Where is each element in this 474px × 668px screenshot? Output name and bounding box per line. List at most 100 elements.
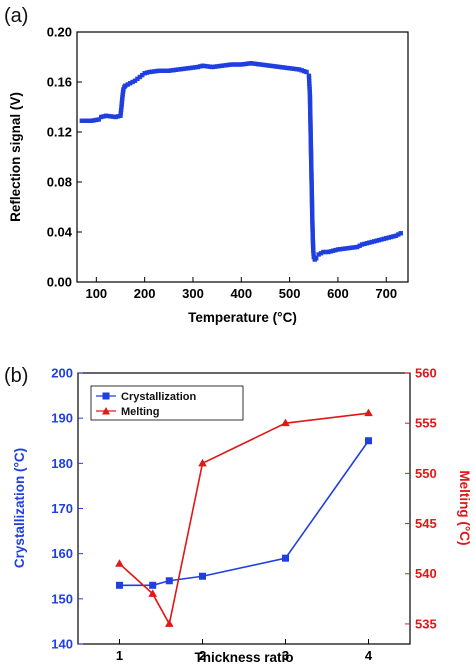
panel-b-right-y-tick-label: 545 [415,516,437,531]
melting-data-point [198,458,207,467]
panel-a-data-point [125,82,130,87]
panel-a-data-point [388,234,394,240]
panel-a-data-point [103,113,109,118]
panel-b-right-y-ticks: 535 540 545 550 555 560 [405,366,437,631]
panel-b-left-y-tick-label: 180 [51,456,73,471]
panel-a-data-point [313,256,319,261]
panel-a-data-point [176,67,181,72]
panel-a-data-point [308,154,314,160]
panel-a-data-point [243,61,249,67]
panel-a-data-point [210,64,215,70]
panel-a-data-point [321,249,326,255]
panel-a-data-point [246,61,251,66]
panel-a-data-point [144,70,150,75]
panel-a-data-point [307,86,312,92]
crystallization-data-point [199,572,206,580]
panel-a-data-point [292,66,297,72]
panel-a-x-ticks: 100 200 300 400 500 600 700 [85,277,397,301]
panel-a-data-point [229,62,234,67]
panel-a-data-point [79,118,85,123]
panel-a-data-point [309,172,314,177]
panel-a-y-tick-label: 0.12 [47,125,72,140]
panel-a-data-point [386,235,391,240]
panel-a-data-point [120,89,126,95]
panel-a-x-tick-label: 200 [134,286,156,301]
panel-a-data-point [149,69,155,74]
panel-a-x-tick-label: 100 [85,286,107,301]
crystallization-data-point [149,581,157,589]
panel-a-data-point [132,78,138,83]
panel-a-data-point [289,66,295,71]
panel-a-data-point [275,64,280,69]
panel-a-data-point [118,107,124,113]
panel-a-data-point [86,118,92,123]
panel-a-data-point [101,114,106,119]
panel-a-data-point [309,182,314,187]
panel-a-data-point [308,122,313,127]
panel-a-data-point [309,187,314,192]
panel-a-data-point [118,113,123,118]
panel-a-data-point [307,97,313,102]
panel-a-data-point [307,81,312,86]
panel-a-data-point [219,63,225,68]
panel-b-left-y-tick-label: 150 [51,591,73,606]
panel-a-data-point [310,243,316,248]
panel-a-y-tick-label: 0.04 [47,225,73,240]
panel-a-data-point [248,61,254,66]
panel-a-data-point [119,99,125,105]
panel-a-data-point [258,62,263,67]
melting-data-point [165,619,174,627]
panel-a-data-point [309,202,315,207]
panel-a-data-point [309,192,315,197]
panel-a-data-point [98,114,104,120]
panel-a-data-point [284,65,290,71]
panel-a-data-point [379,237,384,242]
panel-a-data-point [280,65,285,70]
panel-a-data-point [89,118,94,123]
panel-a-data-point [308,147,314,152]
panel-a-data-point [306,73,312,78]
panel-a-data-point [108,114,114,119]
panel-a-data-point [171,67,176,73]
panel-a-data-point [393,233,399,238]
panel-a-data-point [198,64,203,69]
panel-a-data-point [154,68,159,74]
panel-a-data-point [236,62,242,67]
panel-a-data-point [326,249,331,255]
panel-a-data-point [190,65,196,70]
panel-b-right-y-tick-label: 560 [415,366,437,381]
legend-box [90,385,244,421]
panel-b-right-y-axis-title: Melting (°C) [457,470,472,545]
panel-a-data-point [347,245,353,251]
panel-a-data-point [239,62,244,67]
panel-a-data-point [156,68,162,73]
panel-a-data-point [308,152,314,157]
panel-a-data-point [304,69,309,75]
panel-a-data-point [119,102,124,107]
panel-a-data-point [82,118,87,123]
panel-a-data-point [272,64,278,69]
panel-a-data-point [310,233,315,238]
panel-a-data-point [352,245,358,250]
panel-a-data-point [120,92,125,97]
panel-a-data-point [309,162,314,167]
panel-a-data-point [185,66,191,71]
panel-a-x-tick-label: 600 [327,286,349,301]
panel-b-x-axis-title: Thickness ratio [194,650,293,665]
panel-a-data-point [309,179,314,185]
panel-a-data-point [308,142,314,147]
legend-melting-label: Melting [121,406,160,418]
panel-a-data-point [374,238,379,243]
panel-b-left-y-tick-label: 160 [51,546,73,561]
panel-b-x-tick-label: 1 [116,648,123,663]
panel-a-data-point [381,236,387,242]
panel-a-data-point [169,68,174,73]
panel-a-data-point [309,174,314,180]
panel-a-data-point [253,61,258,67]
panel-a-data-point [308,132,313,137]
panel-a-data-point [307,104,313,110]
panel-b-x-tick-label: 4 [365,648,373,663]
panel-a-data-point [251,61,256,66]
panel-a-data-point [202,63,208,69]
